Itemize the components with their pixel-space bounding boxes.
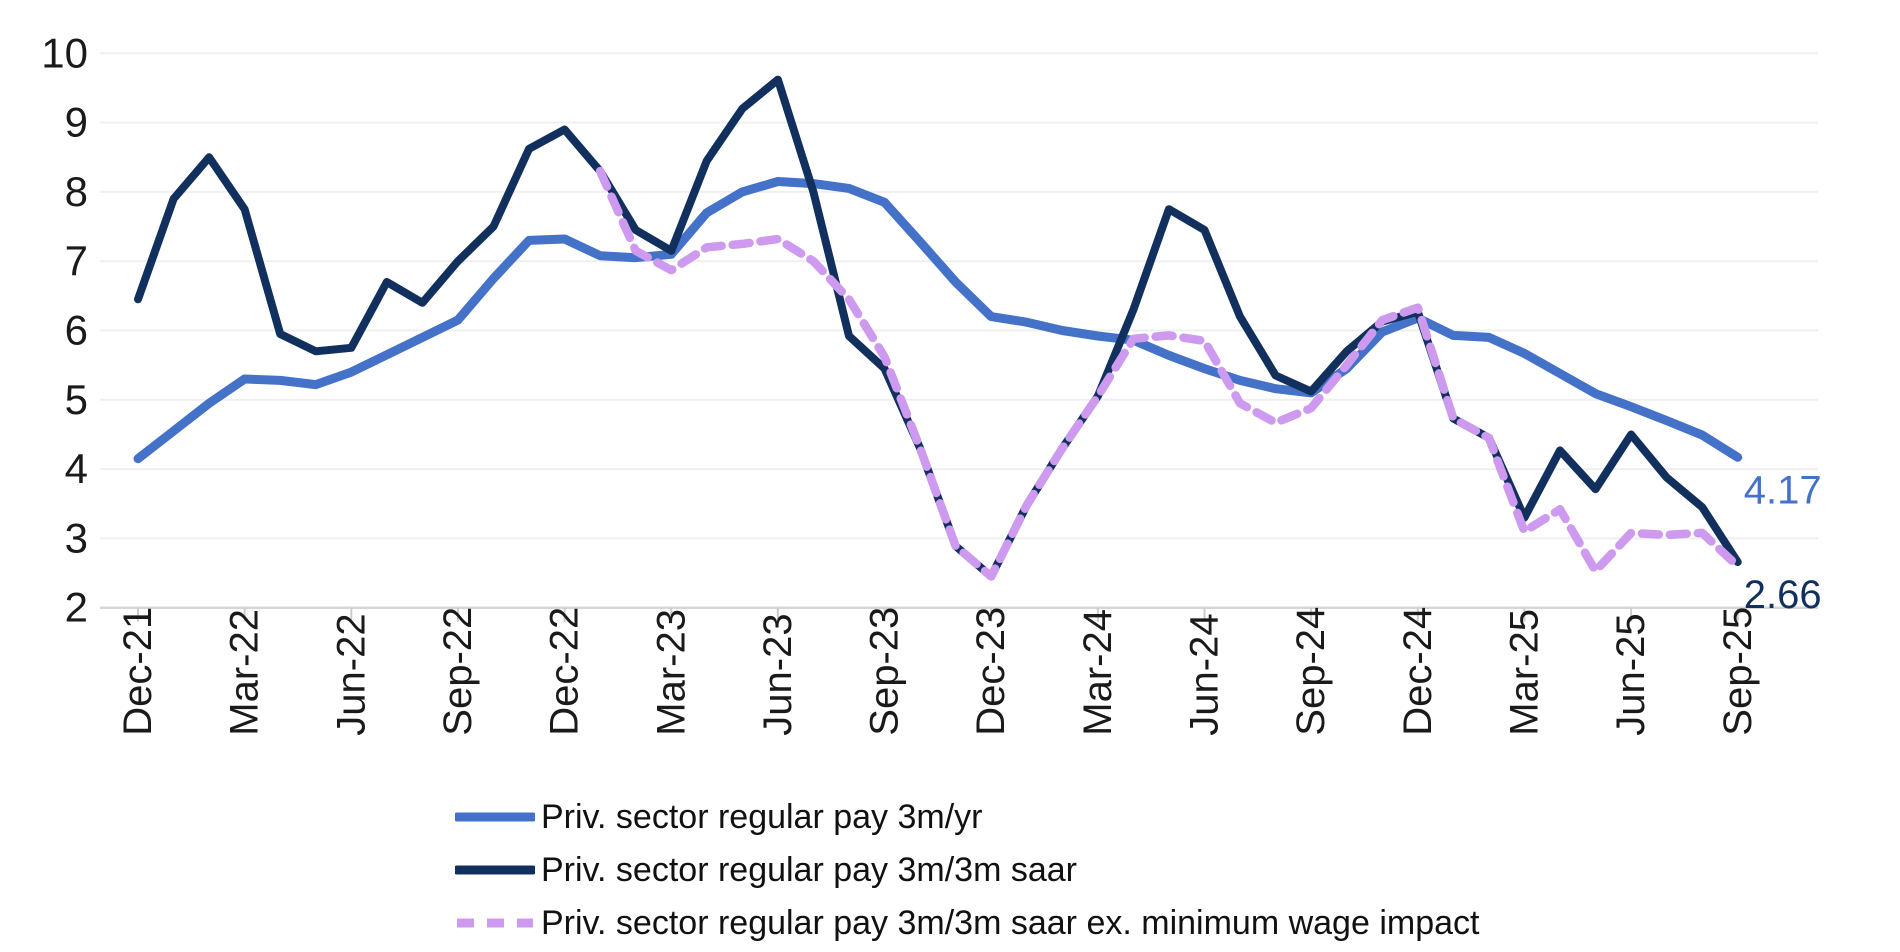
x-axis-tick-label: Dec-24 xyxy=(1396,607,1440,736)
y-axis-tick-label: 4 xyxy=(65,445,88,492)
x-axis-tick-label: Sep-24 xyxy=(1289,607,1333,736)
x-axis-tick-label: Jun-24 xyxy=(1183,613,1227,735)
x-axis-tick-label: Jun-22 xyxy=(329,613,373,735)
x-axis-tick-label: Sep-22 xyxy=(436,607,480,736)
legend-label: Priv. sector regular pay 3m/yr xyxy=(541,797,983,836)
y-axis-tick-label: 6 xyxy=(65,307,88,354)
legend-swatch-3m-yr xyxy=(455,812,535,821)
chart-canvas: 2 3 4 5 6 7 8 9 10 Dec-21 Mar-22 Jun-22 Sep-22 Dec-22… xyxy=(41,29,1822,736)
x-axis-tick-label: Dec-22 xyxy=(543,607,587,736)
x-axis-tick-label: Mar-25 xyxy=(1502,609,1546,736)
x-axis-tick-label: Jun-25 xyxy=(1609,613,1653,735)
x-axis-tick-label: Sep-25 xyxy=(1716,607,1760,736)
y-axis-tick-label: 10 xyxy=(41,29,88,76)
series-end-label: 2.66 xyxy=(1744,573,1822,617)
x-axis-tick-label: Mar-23 xyxy=(649,609,693,736)
legend: Priv. sector regular pay 3m/yr Priv. sec… xyxy=(455,790,1479,949)
x-axis-tick-label: Mar-24 xyxy=(1076,609,1120,736)
series-line-0 xyxy=(133,177,1743,464)
y-axis-tick-label: 7 xyxy=(65,237,88,284)
y-axis-tick-label: 3 xyxy=(65,514,88,561)
legend-item-3m-yr: Priv. sector regular pay 3m/yr xyxy=(455,790,1479,843)
legend-swatch-ex-min-wage xyxy=(457,918,533,927)
legend-label: Priv. sector regular pay 3m/3m saar ex. … xyxy=(541,903,1480,942)
y-axis-tick-label: 2 xyxy=(65,584,88,631)
legend-swatch-3m-3m-saar xyxy=(455,865,535,874)
series-end-label: 4.17 xyxy=(1744,468,1822,512)
x-axis-tick-label: Dec-23 xyxy=(969,607,1013,736)
y-axis-tick-label: 5 xyxy=(65,376,88,423)
x-axis-tick-label: Dec-21 xyxy=(116,607,160,736)
x-axis-tick-label: Jun-23 xyxy=(756,613,800,735)
y-axis-tick-label: 9 xyxy=(65,99,88,146)
x-axis-tick-label: Sep-23 xyxy=(863,607,907,736)
legend-label: Priv. sector regular pay 3m/3m saar xyxy=(541,850,1077,889)
legend-item-3m-3m-saar: Priv. sector regular pay 3m/3m saar xyxy=(455,843,1479,896)
legend-item-3m-3m-saar-ex-min-wage: Priv. sector regular pay 3m/3m saar ex. … xyxy=(455,896,1479,949)
y-axis-tick-label: 8 xyxy=(65,168,88,215)
series-line-2 xyxy=(595,166,1742,581)
x-axis-tick-label: Mar-22 xyxy=(223,609,267,736)
